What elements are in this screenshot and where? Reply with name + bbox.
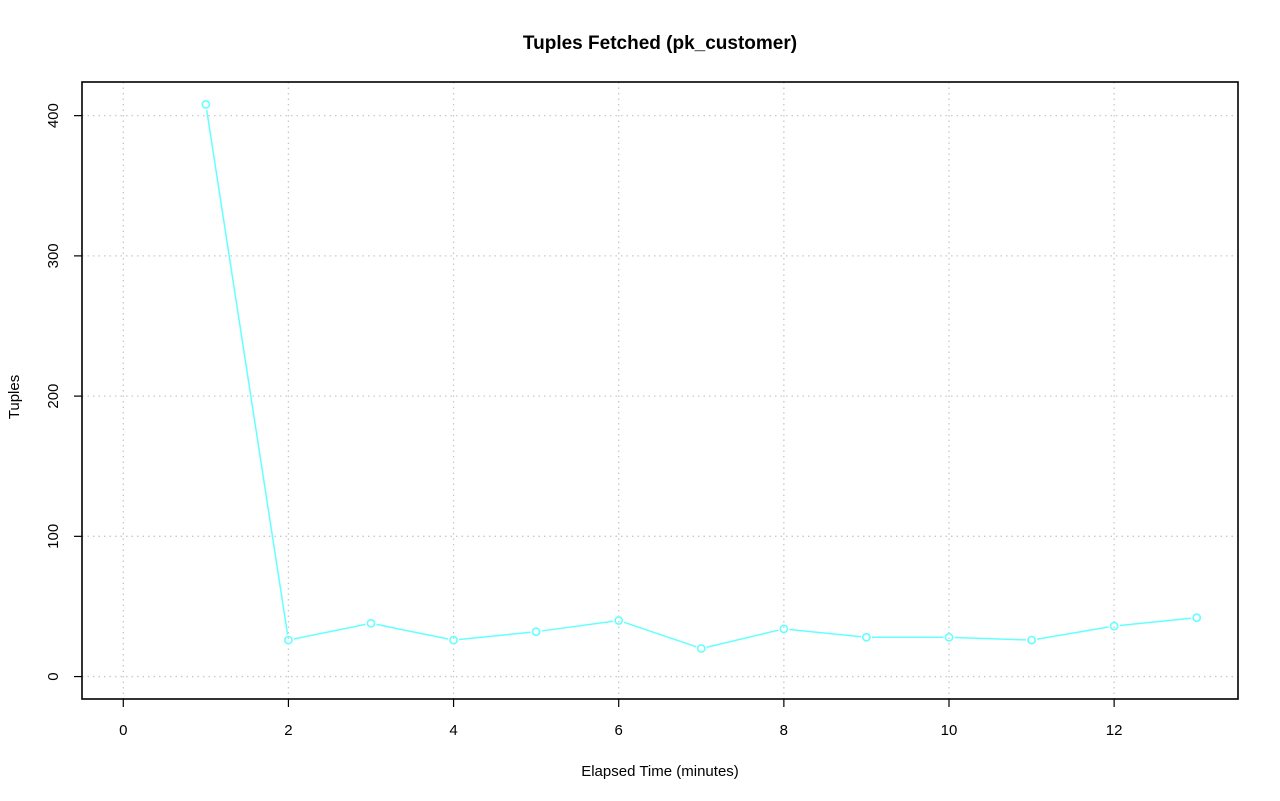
data-point — [531, 627, 541, 637]
data-point — [201, 100, 211, 109]
plot-frame — [81, 81, 1239, 700]
y-tick-label: 200 — [45, 384, 62, 409]
series-line-segment — [789, 628, 861, 638]
series-layer — [201, 100, 1202, 653]
y-axis-label: Tuples — [6, 375, 23, 419]
y-tick-label: 400 — [45, 103, 62, 128]
x-tick-label: 0 — [119, 722, 127, 739]
chart-title: Tuples Fetched (pk_customer) — [523, 33, 797, 54]
data-point — [449, 635, 458, 645]
series-line-segment — [541, 620, 614, 632]
grid-lines — [82, 82, 1238, 699]
series-line-segment — [1036, 626, 1109, 640]
x-tick-label: 10 — [941, 722, 958, 739]
series-line-segment — [623, 621, 697, 648]
data-point — [696, 644, 706, 653]
data-point — [1109, 621, 1119, 631]
data-point — [944, 632, 954, 642]
x-tick-label: 12 — [1106, 722, 1123, 739]
data-point — [614, 616, 624, 625]
y-axis: 0 100 200 300 400 — [45, 103, 82, 681]
series-line-segment — [459, 631, 531, 641]
x-tick-label: 4 — [449, 722, 457, 739]
x-axis: 0 2 4 6 8 10 12 — [119, 699, 1122, 739]
x-tick-label: 2 — [284, 722, 292, 739]
data-point — [1027, 635, 1036, 645]
x-axis-label: Elapsed Time (minutes) — [581, 763, 739, 780]
x-tick-label: 6 — [615, 722, 623, 739]
series-line-segment — [205, 109, 289, 635]
data-point — [284, 635, 293, 645]
series-line-segment — [1119, 617, 1192, 627]
series-line-segment — [293, 623, 366, 640]
x-tick-label: 8 — [780, 722, 788, 739]
series-line-segment — [706, 629, 779, 648]
y-tick-label: 0 — [45, 672, 62, 680]
series-line-segment — [954, 636, 1027, 641]
y-tick-label: 100 — [45, 524, 62, 549]
data-point — [366, 618, 376, 628]
series-line-segment — [376, 623, 449, 640]
y-tick-label: 300 — [45, 243, 62, 268]
data-point — [862, 632, 871, 642]
data-point — [779, 624, 789, 634]
data-point — [1192, 613, 1202, 623]
